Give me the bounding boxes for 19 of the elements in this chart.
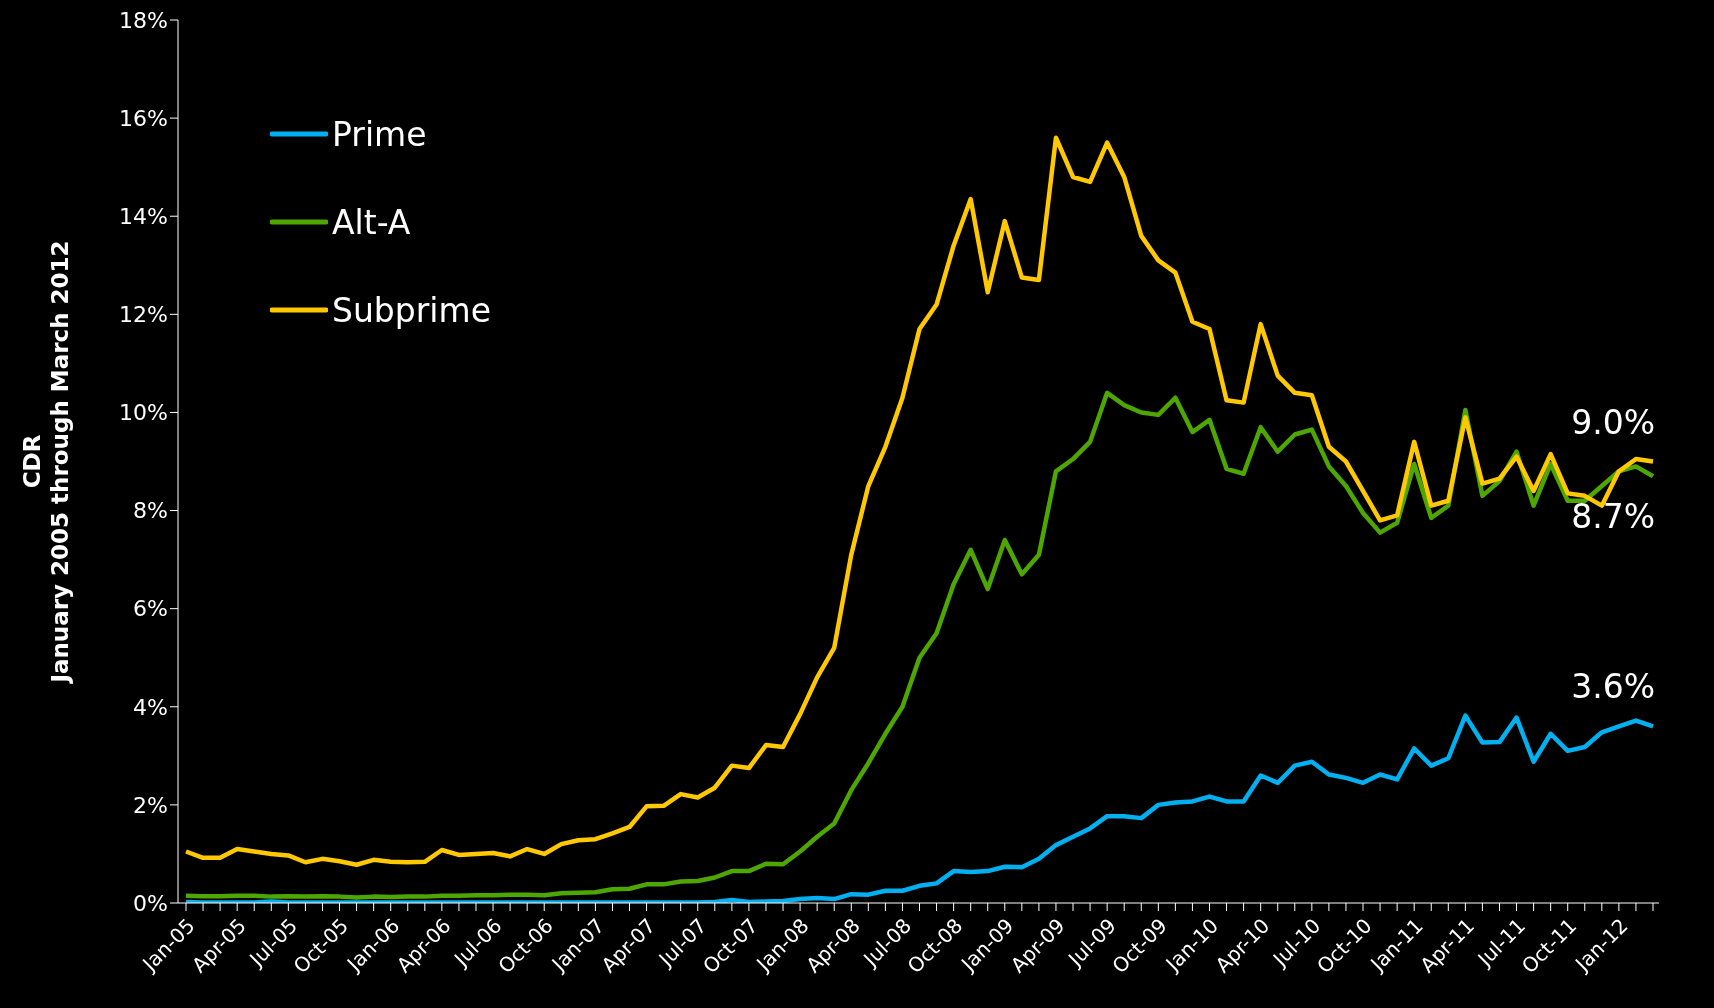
line-series [183,713,1656,903]
y-tick-label: 0% [133,890,168,916]
y-tick-label: 10% [119,400,168,426]
legend-label: Alt-A [332,202,411,242]
y-tick-label: 16% [119,105,168,131]
y-tick-label: 4% [133,694,168,720]
data-label: 8.7% [1571,497,1655,537]
y-axis-title: CDR January 2005 through March 2012 [19,240,73,685]
legend-label: Prime [332,114,427,154]
y-tick-label: 12% [119,302,168,328]
data-label: 3.6% [1571,667,1655,707]
y-tick-label: 18% [119,7,168,33]
y-tick-label: 8% [133,498,168,524]
y-tick-label: 14% [119,204,168,230]
legend-label: Subprime [332,290,491,330]
y-tick-label: 6% [133,596,168,622]
y-tick-label: 2% [133,792,168,818]
line-series [183,390,1656,900]
data-label: 9.0% [1571,402,1655,442]
